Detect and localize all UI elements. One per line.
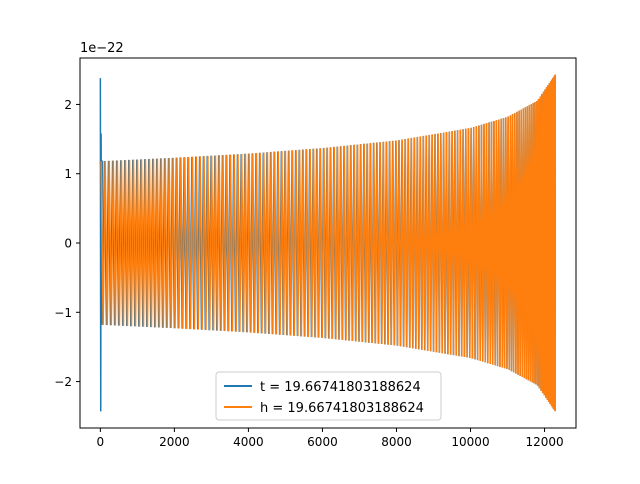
legend-label-t: t = 19.66741803188624 [260,380,421,395]
x-tick-label: 2000 [159,435,190,449]
series-layer [99,74,557,412]
y-tick-label: −1 [54,306,72,320]
x-axis: 0 2000 4000 6000 8000 10000 12000 [97,428,564,449]
legend: t = 19.66741803188624 h = 19.66741803188… [215,371,442,421]
y-offset-label: 1e−22 [80,41,124,56]
series-line-h [100,74,557,412]
y-tick-label: 2 [64,98,72,112]
x-tick-label: 8000 [381,435,412,449]
legend-box [215,371,442,421]
y-tick-label: 0 [64,237,72,251]
y-axis: −2 −1 0 1 2 [54,98,80,389]
y-tick-label: 1 [64,167,72,181]
x-tick-label: 4000 [233,435,264,449]
x-tick-label: 0 [97,435,105,449]
x-tick-label: 12000 [525,435,563,449]
legend-label-h: h = 19.66741803188624 [260,401,424,416]
x-tick-label: 10000 [451,435,489,449]
y-tick-label: −2 [54,375,72,389]
x-tick-label: 6000 [307,435,338,449]
